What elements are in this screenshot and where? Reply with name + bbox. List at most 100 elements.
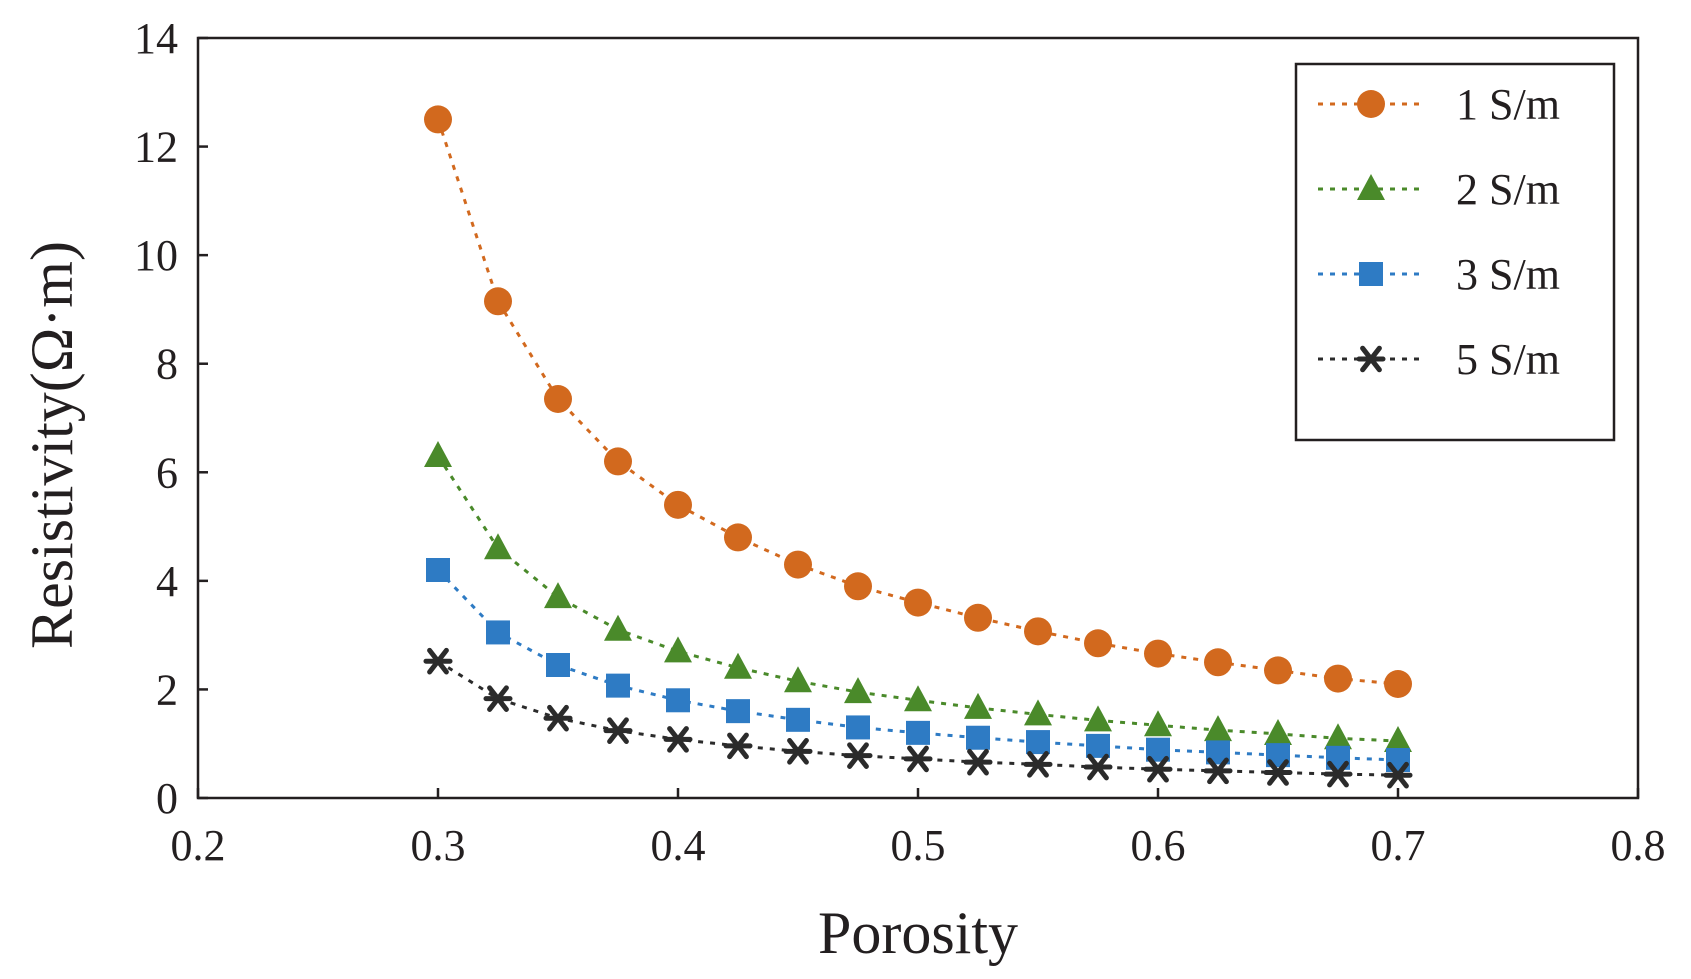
data-point-5sm xyxy=(1203,757,1233,785)
data-point-3sm xyxy=(846,715,870,740)
x-tick-label: 0.4 xyxy=(651,821,706,870)
data-point-5sm xyxy=(1083,753,1113,781)
data-point-5sm xyxy=(483,685,513,712)
data-point-5sm-stroke xyxy=(907,745,929,773)
legend-marker-1sm xyxy=(1357,90,1385,118)
data-point-5sm-stroke xyxy=(667,726,689,753)
data-point-3sm xyxy=(726,699,750,724)
data-point-2sm xyxy=(724,652,752,679)
data-point-3sm xyxy=(906,720,930,745)
legend-marker-5sm-stroke xyxy=(1360,345,1382,373)
data-point-5sm-stroke xyxy=(727,732,749,760)
data-point-2sm xyxy=(1084,705,1112,732)
data-point-3sm xyxy=(1026,730,1050,755)
data-point-1sm xyxy=(544,385,572,413)
data-point-2sm xyxy=(964,692,992,719)
data-point-5sm xyxy=(1323,760,1353,788)
data-point-2sm xyxy=(1204,715,1232,742)
legend-box xyxy=(1294,62,1616,442)
legend-label: 5 S/m xyxy=(1456,335,1560,384)
legend-item-3sm: 3 S/m xyxy=(1318,250,1560,299)
data-point-3sm xyxy=(546,653,570,677)
legend-label: 3 S/m xyxy=(1456,250,1560,299)
data-point-5sm xyxy=(1383,761,1413,789)
legend-item-5sm: 5 S/m xyxy=(1318,335,1560,384)
data-point-2sm xyxy=(1384,726,1412,752)
data-point-5sm-stroke xyxy=(1267,759,1289,786)
y-tick-label: 8 xyxy=(156,340,178,389)
data-point-1sm xyxy=(1144,639,1172,668)
data-point-5sm-stroke xyxy=(787,738,809,765)
series-5sm xyxy=(423,647,1413,789)
data-point-5sm-stroke xyxy=(427,647,449,675)
legend-marker-3sm xyxy=(1359,262,1383,286)
data-point-1sm xyxy=(1084,629,1112,658)
data-point-5sm xyxy=(1143,755,1173,783)
series-line-1sm xyxy=(436,118,1399,686)
x-tick-label: 0.3 xyxy=(411,821,466,870)
data-point-5sm xyxy=(663,726,693,753)
data-point-5sm xyxy=(1263,759,1293,786)
data-point-1sm xyxy=(724,523,752,552)
y-tick-label: 10 xyxy=(134,231,178,280)
legend-item-1sm: 1 S/m xyxy=(1318,80,1560,129)
data-point-3sm xyxy=(666,688,690,713)
data-point-5sm xyxy=(1023,751,1053,778)
data-point-3sm xyxy=(786,707,810,732)
data-point-1sm xyxy=(1324,664,1352,693)
y-tick-label: 14 xyxy=(134,14,178,63)
data-point-5sm xyxy=(963,748,993,776)
data-point-5sm xyxy=(723,732,753,760)
data-point-5sm-stroke xyxy=(1147,755,1169,783)
data-point-1sm xyxy=(484,287,512,316)
legend-marker-2sm xyxy=(1357,174,1385,200)
legend-item-2sm: 2 S/m xyxy=(1318,165,1560,214)
data-point-1sm xyxy=(1024,617,1052,646)
data-point-2sm xyxy=(1264,718,1292,745)
data-point-2sm xyxy=(484,533,512,560)
legend-marker-5sm xyxy=(1356,345,1386,373)
y-tick-label: 6 xyxy=(156,448,178,497)
y-axis: 0 2 4 6 8 10 12 14 xyxy=(134,14,208,823)
data-point-2sm xyxy=(904,685,932,712)
data-point-2sm xyxy=(1144,710,1172,737)
data-point-5sm xyxy=(783,738,813,765)
series-1sm xyxy=(424,105,1412,698)
y-tick-label: 2 xyxy=(156,665,178,714)
data-point-5sm-stroke xyxy=(967,748,989,776)
data-point-5sm-stroke xyxy=(1207,757,1229,785)
data-point-5sm-stroke xyxy=(847,742,869,769)
data-point-3sm xyxy=(606,673,630,698)
data-point-2sm xyxy=(604,614,632,641)
x-axis-title: Porosity xyxy=(818,900,1018,966)
data-point-5sm xyxy=(843,742,873,769)
data-point-5sm-stroke xyxy=(547,704,569,732)
data-point-2sm xyxy=(844,677,872,704)
x-axis: 0.2 0.3 0.4 0.5 0.6 0.7 0.8 xyxy=(171,788,1666,870)
x-tick-label: 0.8 xyxy=(1611,821,1666,870)
y-tick-label: 12 xyxy=(134,123,178,172)
series-layer xyxy=(423,105,1413,789)
x-tick-label: 0.7 xyxy=(1371,821,1426,870)
data-point-5sm xyxy=(603,717,633,744)
data-point-5sm xyxy=(903,745,933,773)
data-point-3sm xyxy=(966,725,990,750)
data-point-5sm-stroke xyxy=(1027,751,1049,778)
y-axis-title: Resistivity(Ω·m) xyxy=(19,241,85,649)
x-tick-label: 0.5 xyxy=(891,821,946,870)
data-point-1sm xyxy=(604,447,632,476)
y-tick-label: 0 xyxy=(156,774,178,823)
data-point-2sm xyxy=(784,666,812,693)
data-point-1sm xyxy=(1384,670,1412,698)
data-point-5sm-stroke xyxy=(487,685,509,712)
data-point-2sm xyxy=(544,582,572,609)
data-point-5sm-stroke xyxy=(1387,761,1409,789)
data-point-5sm xyxy=(423,647,453,675)
series-2sm xyxy=(424,441,1412,752)
x-tick-label: 0.2 xyxy=(171,821,226,870)
data-point-3sm xyxy=(486,620,510,645)
data-point-1sm xyxy=(844,572,872,601)
data-point-1sm xyxy=(424,105,452,134)
data-point-1sm xyxy=(1264,656,1292,685)
